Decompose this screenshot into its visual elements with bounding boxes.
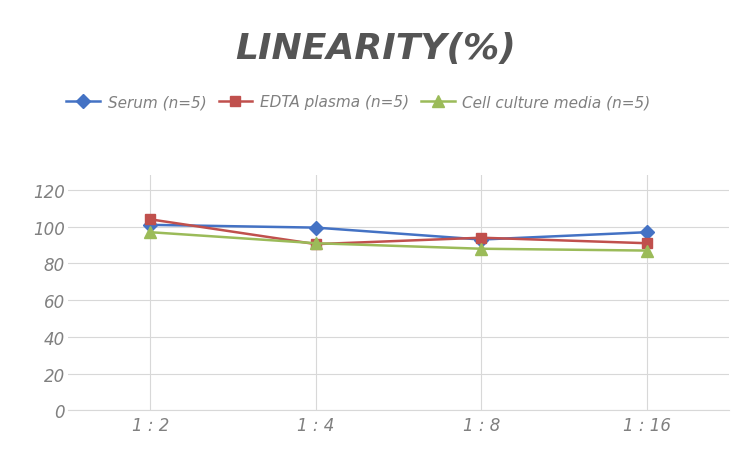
EDTA plasma (n=5) [311,242,320,247]
Line: EDTA plasma (n=5): EDTA plasma (n=5) [146,215,651,249]
EDTA plasma (n=5) [146,217,155,222]
Cell culture media (n=5) [146,230,155,235]
Serum (n=5) [477,237,486,243]
Cell culture media (n=5) [311,241,320,246]
Legend: Serum (n=5), EDTA plasma (n=5), Cell culture media (n=5): Serum (n=5), EDTA plasma (n=5), Cell cul… [60,89,656,116]
Line: Cell culture media (n=5): Cell culture media (n=5) [145,227,652,257]
EDTA plasma (n=5) [477,235,486,241]
Serum (n=5) [311,226,320,231]
Line: Serum (n=5): Serum (n=5) [146,221,651,245]
Serum (n=5) [146,223,155,228]
EDTA plasma (n=5) [642,241,651,246]
Text: LINEARITY(%): LINEARITY(%) [235,32,517,65]
Serum (n=5) [642,230,651,235]
Cell culture media (n=5) [642,249,651,254]
Cell culture media (n=5) [477,246,486,252]
